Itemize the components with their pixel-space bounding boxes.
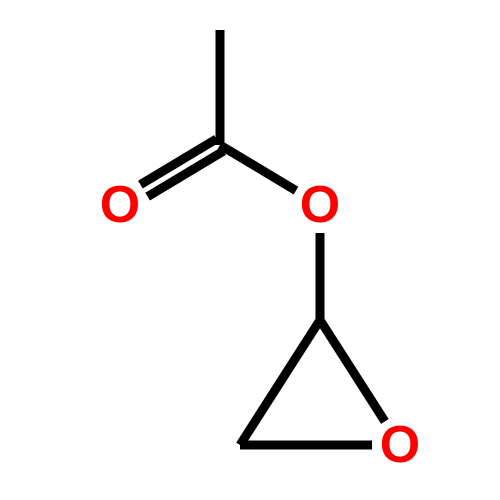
bond <box>320 320 385 421</box>
atom-label-o: O <box>100 176 140 234</box>
atom-label-o: O <box>380 416 420 474</box>
bond <box>240 320 320 445</box>
atom-label-o: O <box>300 176 340 234</box>
molecule-diagram: O O O <box>0 0 500 500</box>
bond <box>220 145 296 191</box>
